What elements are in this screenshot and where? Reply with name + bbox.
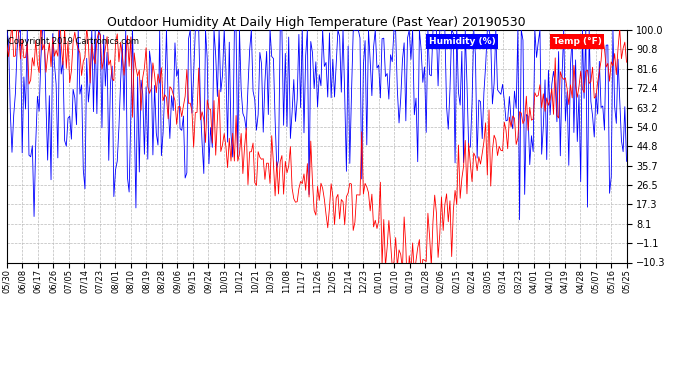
Title: Outdoor Humidity At Daily High Temperature (Past Year) 20190530: Outdoor Humidity At Daily High Temperatu… — [108, 16, 526, 29]
Text: Copyright 2019 Cartronics.com: Copyright 2019 Cartronics.com — [8, 37, 139, 46]
Text: Temp (°F): Temp (°F) — [553, 37, 602, 46]
Text: Humidity (%): Humidity (%) — [429, 37, 495, 46]
